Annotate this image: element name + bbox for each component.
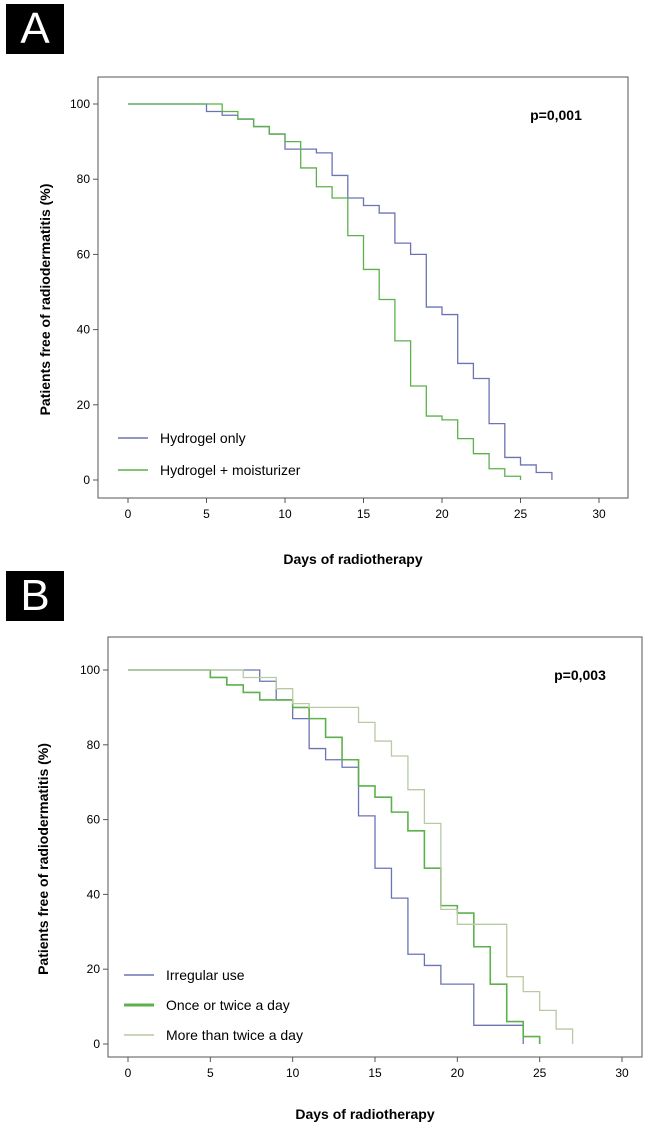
x-tick-label: 0 (125, 507, 132, 521)
legend-entry: Once or twice a day (166, 997, 290, 1013)
x-tick-label: 0 (125, 1066, 132, 1080)
x-tick-label: 10 (286, 1066, 300, 1080)
y-tick-label: 60 (87, 813, 101, 827)
x-tick-label: 10 (278, 507, 292, 521)
y-tick-label: 20 (87, 962, 101, 976)
x-tick-label: 15 (368, 1066, 382, 1080)
p-value-annotation: p=0,003 (554, 667, 606, 683)
x-tick-label: 25 (533, 1066, 547, 1080)
y-tick-label: 20 (77, 398, 91, 412)
panel-label: A (6, 4, 64, 54)
series-line-hydrogel-only (128, 103, 553, 480)
x-tick-label: 25 (514, 507, 528, 521)
x-tick-label: 30 (615, 1066, 629, 1080)
series-line-hydrogel-moisturizer (128, 103, 522, 480)
y-tick-label: 0 (83, 473, 90, 487)
panel-b: B 0 5 10 15 20 25 30 0 20 40 60 80 100 Irregular use O… (0, 565, 655, 1130)
x-tick-label: 20 (435, 507, 449, 521)
x-tick-label: 30 (592, 507, 606, 521)
panel-label: B (6, 571, 64, 621)
legend-entry: Irregular use (166, 967, 245, 983)
y-tick-label: 80 (77, 172, 91, 186)
x-tick-label: 20 (451, 1066, 465, 1080)
chart-a: 0 5 10 15 20 25 30 0 20 40 60 80 100 Hydrogel only Hyd… (37, 76, 629, 567)
x-axis-title: Days of radiotherapy (295, 1106, 434, 1122)
y-tick-label: 40 (77, 323, 91, 337)
x-tick-label: 5 (203, 507, 210, 521)
legend-entry: Hydrogel only (160, 430, 246, 446)
y-axis-title: Patients free of radiodermatitis (%) (35, 743, 51, 975)
legend-entry: Hydrogel + moisturizer (160, 462, 301, 478)
series-line-more-than-twice-a-day (128, 669, 574, 1044)
y-tick-label: 100 (80, 663, 100, 677)
x-axis-title: Days of radiotherapy (283, 551, 422, 567)
chart-b: 0 5 10 15 20 25 30 0 20 40 60 80 100 Irregular use Onc… (35, 636, 643, 1122)
y-tick-label: 100 (70, 97, 90, 111)
series-line-once-or-twice-a-day (128, 669, 541, 1044)
y-tick-label: 0 (93, 1037, 100, 1051)
y-axis-title: Patients free of radiodermatitis (%) (37, 184, 53, 416)
legend-entry: More than twice a day (166, 1027, 303, 1043)
x-tick-label: 5 (207, 1066, 214, 1080)
p-value-annotation: p=0,001 (530, 107, 582, 123)
y-tick-label: 80 (87, 738, 101, 752)
x-tick-label: 15 (357, 507, 371, 521)
y-tick-label: 40 (87, 887, 101, 901)
panel-a: A 0 5 10 15 20 25 30 0 20 40 60 80 100 Hydrogel only H… (6, 4, 629, 567)
y-tick-label: 60 (77, 247, 91, 261)
